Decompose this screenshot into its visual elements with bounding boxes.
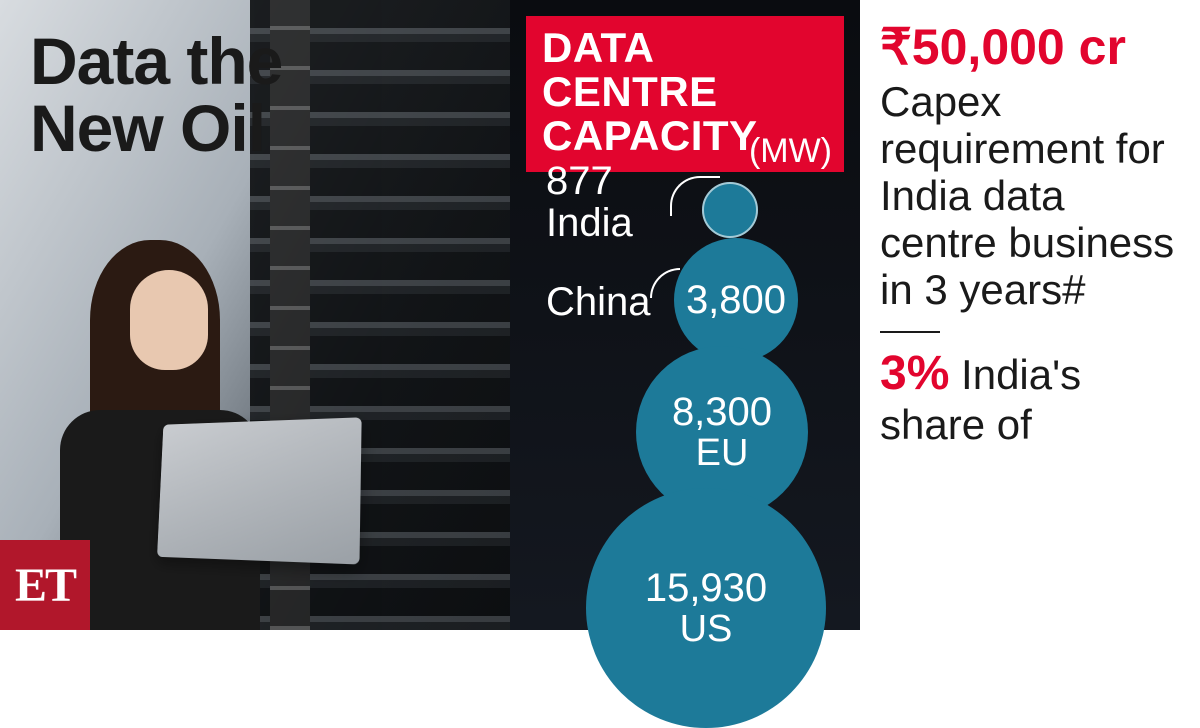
bubble-label: US bbox=[680, 610, 733, 648]
bubble-value: 15,930 bbox=[645, 568, 767, 608]
stat2-value: 3% bbox=[880, 347, 949, 400]
india-external-label: 877 India bbox=[546, 160, 633, 244]
bubble-value: 8,300 bbox=[672, 392, 772, 432]
hero-photo: Data theNew Oil bbox=[0, 0, 510, 630]
stat2-block: 3% India's share of bbox=[880, 347, 1176, 448]
india-value: 877 bbox=[546, 160, 633, 202]
bubble-china: 3,800 bbox=[674, 238, 798, 362]
bubble-india bbox=[702, 182, 758, 238]
stat1-value: ₹50,000 cr bbox=[880, 22, 1176, 72]
stats-column: ₹50,000 cr Capex requirement for India d… bbox=[860, 0, 1200, 630]
india-label: India bbox=[546, 202, 633, 244]
stat1-text: Capex requirement for India data centre … bbox=[880, 78, 1176, 313]
headline: Data theNew Oil bbox=[30, 28, 282, 163]
divider bbox=[880, 331, 940, 333]
bubble-label: EU bbox=[696, 434, 749, 472]
bubble-value: 3,800 bbox=[686, 280, 786, 320]
bubble-us: 15,930US bbox=[586, 488, 826, 728]
publisher-logo: ET bbox=[0, 540, 90, 630]
infographic-container: Data theNew Oil DATA CENTRECAPACITY (MW)… bbox=[0, 0, 1200, 630]
chart-unit: (MW) bbox=[749, 132, 832, 171]
china-external-label: China bbox=[546, 280, 651, 325]
capacity-bubble-chart: DATA CENTRECAPACITY (MW) 877 India China… bbox=[510, 0, 860, 630]
